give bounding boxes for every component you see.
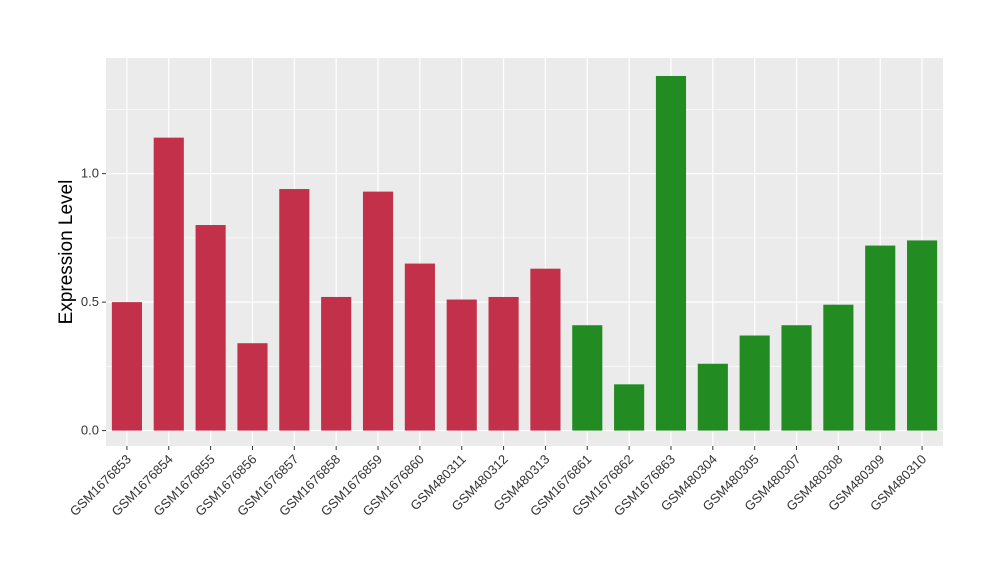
bars bbox=[111, 75, 938, 431]
bar-GSM1676862 bbox=[614, 384, 645, 431]
bar-GSM1676858 bbox=[321, 296, 352, 431]
bar-GSM1676854 bbox=[153, 137, 184, 431]
bar-GSM1676860 bbox=[404, 263, 435, 431]
bar-GSM480304 bbox=[697, 363, 728, 431]
bar-GSM480313 bbox=[530, 268, 561, 431]
bar-GSM480308 bbox=[823, 304, 854, 431]
bar-GSM1676859 bbox=[362, 191, 394, 431]
bar-GSM1676856 bbox=[237, 343, 268, 431]
bar-GSM480309 bbox=[865, 245, 896, 431]
bar-GSM1676857 bbox=[279, 189, 310, 431]
y-axis-title: Expression Level bbox=[56, 180, 77, 325]
x-axis: GSM1676853GSM1676854GSM1676855GSM1676856… bbox=[67, 446, 929, 519]
bar-GSM480307 bbox=[781, 325, 812, 431]
y-tick-label: 0.5 bbox=[81, 294, 99, 309]
bar-GSM1676853 bbox=[111, 302, 142, 431]
plot-panel bbox=[106, 58, 943, 446]
bar-GSM1676863 bbox=[655, 75, 687, 431]
bar-GSM1676861 bbox=[572, 325, 603, 431]
y-tick-label: 0.0 bbox=[81, 423, 99, 438]
y-axis: 0.0 0.5 1.0 bbox=[81, 166, 106, 438]
bar-GSM480311 bbox=[446, 299, 477, 431]
bar-GSM480305 bbox=[739, 335, 770, 431]
bar-GSM480312 bbox=[488, 296, 519, 431]
bar-GSM480310 bbox=[907, 240, 938, 431]
y-tick-label: 1.0 bbox=[81, 166, 99, 181]
bar-GSM1676855 bbox=[195, 225, 226, 431]
